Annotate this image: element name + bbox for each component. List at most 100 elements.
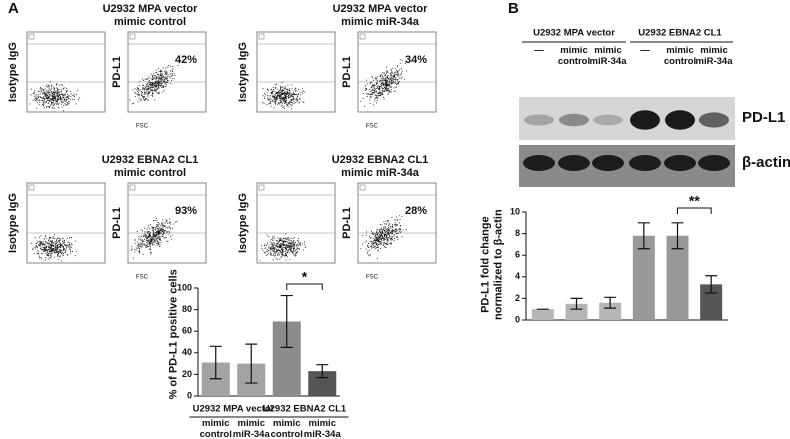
flow-dot <box>263 250 264 251</box>
flow-dot <box>145 231 146 232</box>
flow-dot <box>289 106 290 107</box>
flow-dot <box>159 231 160 232</box>
flow-dot <box>67 238 68 239</box>
flow-dot <box>57 254 58 255</box>
flow-dot <box>167 79 168 80</box>
flow-dot <box>293 99 294 100</box>
flow-dot <box>172 78 173 79</box>
flow-dot <box>401 74 402 75</box>
flow-dot <box>293 249 294 250</box>
flow-dot <box>366 88 367 89</box>
flow-dot <box>280 88 281 89</box>
flow-dot <box>152 238 153 239</box>
flow-dot <box>381 239 382 240</box>
flow-dot <box>376 237 377 238</box>
flow-dot <box>43 249 44 250</box>
flow-dot <box>281 257 282 258</box>
flow-dot <box>401 78 402 79</box>
flow-dot <box>289 94 290 95</box>
flow-dot <box>155 242 156 243</box>
flow-dot <box>384 75 385 76</box>
x-axis-label: FSC <box>136 124 149 130</box>
flow-dot <box>143 241 144 242</box>
flow-dot <box>48 254 49 255</box>
flow-dot <box>283 88 284 89</box>
flow-dot <box>395 83 396 84</box>
flow-dot <box>72 99 73 100</box>
flow-dot <box>385 239 386 240</box>
flow-dot <box>165 86 166 87</box>
flow-dot <box>279 238 280 239</box>
flow-dot <box>283 250 284 251</box>
flow-dot <box>51 102 52 103</box>
flow-dot <box>282 253 283 254</box>
flow-dot <box>286 239 287 240</box>
flow-dot <box>43 98 44 99</box>
flow-dot <box>363 93 364 94</box>
flow-dot <box>166 221 167 222</box>
flow-dot <box>386 91 387 92</box>
flow-dot <box>294 94 295 95</box>
flow-dot <box>63 110 64 111</box>
flow-dot <box>273 242 274 243</box>
flow-dot <box>385 243 386 244</box>
flow-dot <box>43 105 44 106</box>
flow-dot <box>288 243 289 244</box>
flow-dot <box>164 81 165 82</box>
flow-dot <box>286 259 287 260</box>
flow-dot <box>66 245 67 246</box>
y-tick-label: 2 <box>515 293 520 303</box>
flow-dot <box>50 241 51 242</box>
flow-dot <box>161 228 162 229</box>
flow-dot <box>65 251 66 252</box>
lane-label: — <box>519 46 559 57</box>
flow-dot <box>282 248 283 249</box>
flow-dot <box>53 100 54 101</box>
flow-dot <box>370 83 371 84</box>
flow-dot <box>376 91 377 92</box>
flow-dot <box>278 92 279 93</box>
flow-dot <box>287 92 288 93</box>
flow-dot <box>56 239 57 240</box>
flow-dot <box>386 247 387 248</box>
flow-dot <box>34 92 35 93</box>
flow-dot <box>48 240 49 241</box>
flow-dot <box>280 96 281 97</box>
flow-dot <box>396 225 397 226</box>
flow-dot <box>284 100 285 101</box>
flow-dot <box>49 106 50 107</box>
flow-dot <box>377 234 378 235</box>
flow-dot <box>60 256 61 257</box>
flow-dot <box>152 96 153 97</box>
flow-dot <box>264 97 265 98</box>
flow-dot <box>388 234 389 235</box>
flow-dot <box>143 88 144 89</box>
flow-dot <box>278 241 279 242</box>
flow-dot <box>280 239 281 240</box>
flow-dot <box>158 93 159 94</box>
flow-dot <box>36 97 37 98</box>
flow-dot <box>399 69 400 70</box>
flow-dot <box>158 79 159 80</box>
flow-dot <box>398 82 399 83</box>
flow-dot <box>362 235 363 236</box>
flow-dot <box>389 80 390 81</box>
flow-dot <box>293 248 294 249</box>
flow-dot <box>282 244 283 245</box>
flow-dot <box>165 77 166 78</box>
flow-dot <box>72 251 73 252</box>
flow-dot <box>268 250 269 251</box>
flow-dot <box>372 92 373 93</box>
flow-dot <box>70 99 71 100</box>
flow-dot <box>380 229 381 230</box>
flow-dot <box>291 105 292 106</box>
flow-dot <box>159 224 160 225</box>
flow-dot <box>54 94 55 95</box>
flow-dot <box>278 245 279 246</box>
flow-dot <box>64 100 65 101</box>
flow-dot <box>384 79 385 80</box>
flow-dot <box>48 85 49 86</box>
flow-dot <box>47 95 48 96</box>
flow-dot <box>74 94 75 95</box>
flow-dot <box>372 94 373 95</box>
